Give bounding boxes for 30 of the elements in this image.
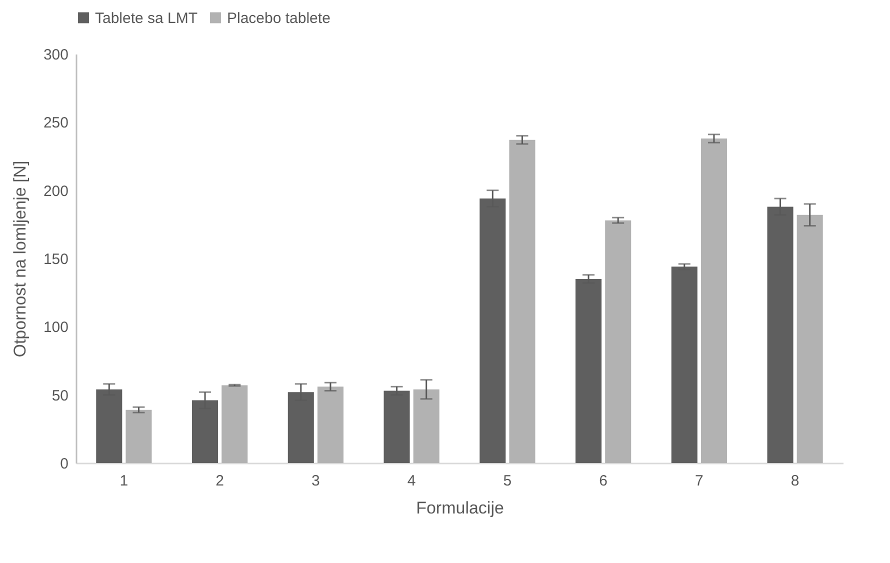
bar [576, 278, 602, 463]
y-tick-label: 300 [43, 46, 68, 64]
y-tick-label: 150 [43, 251, 68, 268]
x-tick-label: 2 [216, 472, 224, 490]
x-tick-label: 8 [790, 472, 800, 490]
x-tick-label: 4 [407, 472, 416, 490]
bar [509, 140, 536, 463]
legend-label: Tablete sa LMT [95, 10, 198, 27]
bar [671, 266, 698, 463]
x-tick-label: 5 [503, 472, 512, 490]
bar [700, 138, 727, 463]
x-tick-label: 3 [312, 472, 320, 490]
x-tick-label: 7 [695, 472, 704, 490]
bar [317, 386, 344, 463]
bar [126, 410, 152, 463]
bar [222, 385, 248, 463]
y-tick-label: 50 [52, 387, 68, 404]
y-tick-label: 100 [43, 319, 68, 336]
x-axis-title: Formulacije [416, 498, 504, 518]
y-tick-label: 0 [60, 456, 68, 472]
bar [413, 389, 440, 463]
y-tick-label: 250 [43, 114, 68, 132]
x-tick-label: 6 [599, 472, 608, 490]
y-axis-title: Otpornost na lomljenje [N] [10, 160, 30, 358]
x-tick-label: 1 [120, 472, 128, 490]
y-tick-label: 200 [43, 182, 68, 200]
bar [796, 214, 823, 463]
legend-label: Placebo tablete [227, 10, 330, 27]
bar [605, 220, 632, 463]
bar [384, 390, 410, 463]
